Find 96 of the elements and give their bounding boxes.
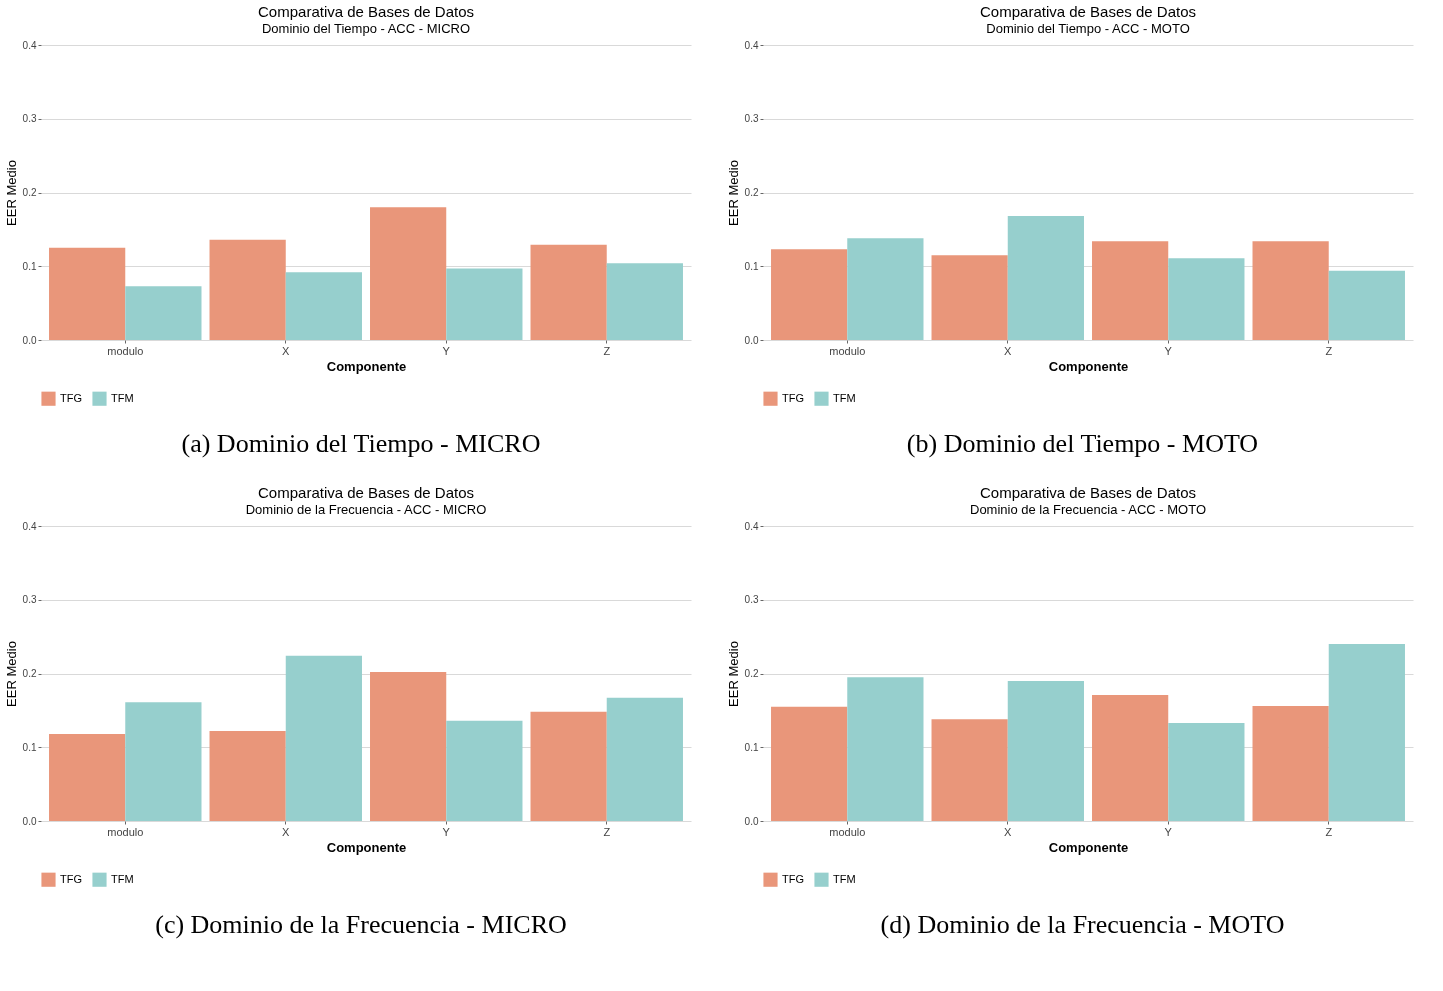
bar — [125, 702, 202, 821]
chart-title: Comparativa de Bases de Datos — [980, 484, 1196, 501]
bar — [1328, 644, 1405, 821]
bar — [446, 720, 523, 821]
x-tick-label: Y — [1164, 825, 1173, 838]
bar — [209, 239, 286, 340]
bar — [370, 672, 447, 821]
y-tick-label: 0.1 — [22, 260, 37, 272]
text: (b) Dominio del Tiempo - MOTO — [905, 429, 1260, 459]
bar — [1168, 722, 1245, 821]
x-tick-label: Z — [1325, 344, 1333, 357]
x-tick-label: X — [1004, 344, 1013, 357]
legend-label: TFM — [111, 872, 134, 885]
y-tick-label: 0.1 — [744, 260, 759, 272]
y-tick-label: 0.4 — [22, 39, 37, 51]
bar — [49, 247, 126, 340]
y-tick-label: 0.3 — [744, 594, 759, 606]
y-tick-label: 0.0 — [22, 334, 37, 346]
text: (c) Dominio de la Frecuencia - MICRO — [154, 910, 568, 940]
x-tick-label: X — [1004, 825, 1013, 838]
y-tick-label: 0.3 — [744, 113, 759, 125]
y-tick-label: 0.1 — [22, 741, 37, 753]
x-axis-title: Componente — [326, 358, 407, 374]
x-tick-label: Y — [442, 344, 451, 357]
bar — [285, 272, 362, 340]
x-axis-title: Componente — [1048, 839, 1129, 855]
y-tick-label: 0.4 — [744, 39, 759, 51]
y-tick-label: 0.4 — [22, 520, 37, 532]
legend-label: TFG — [782, 872, 804, 885]
y-tick-label: 0.2 — [744, 668, 759, 679]
bar — [771, 706, 848, 821]
bar — [1092, 694, 1169, 821]
x-tick-label: Y — [442, 825, 451, 838]
bar — [1168, 258, 1245, 340]
y-axis-title: EER Medio — [3, 160, 19, 226]
bar — [606, 263, 683, 340]
y-tick-label: 0.0 — [22, 815, 37, 827]
y-tick-label: 0.0 — [744, 815, 759, 827]
bar — [847, 238, 924, 340]
x-tick-label: modulo — [829, 344, 866, 357]
y-tick-label: 0.3 — [22, 113, 37, 125]
bar — [1007, 216, 1084, 340]
legend-label: TFM — [111, 391, 134, 404]
chart-subtitle: Dominio del Tiempo - ACC - MICRO — [261, 21, 471, 36]
bar — [1252, 241, 1329, 340]
legend-label: TFG — [782, 391, 804, 404]
bar — [606, 697, 683, 821]
x-tick-label: X — [282, 825, 291, 838]
chart-subtitle: Dominio del Tiempo - ACC - MOTO — [986, 21, 1190, 36]
legend-label: TFG — [60, 872, 82, 885]
y-tick-label: 0.2 — [744, 187, 759, 198]
chart-title: Comparativa de Bases de Datos — [258, 3, 474, 20]
y-axis-title: EER Medio — [725, 641, 741, 707]
legend-label: TFM — [833, 872, 856, 885]
y-tick-label: 0.2 — [22, 668, 37, 679]
x-axis-title: Componente — [1048, 358, 1129, 374]
bar — [1252, 705, 1329, 821]
y-tick-label: 0.4 — [744, 520, 759, 532]
bar — [125, 286, 202, 340]
bar — [931, 719, 1008, 821]
legend-label: TFM — [833, 391, 856, 404]
x-tick-label: modulo — [107, 344, 144, 357]
x-tick-label: Z — [603, 344, 611, 357]
bar — [931, 255, 1008, 340]
y-tick-label: 0.0 — [744, 334, 759, 346]
y-tick-label: 0.1 — [744, 741, 759, 753]
x-tick-label: modulo — [107, 825, 144, 838]
legend-label: TFG — [60, 391, 82, 404]
bar — [209, 731, 286, 821]
bar — [49, 733, 126, 821]
x-tick-label: Z — [1325, 825, 1333, 838]
chart-title: Comparativa de Bases de Datos — [258, 484, 474, 501]
bar — [530, 711, 607, 821]
text: (d) Dominio de la Frecuencia - MOTO — [879, 910, 1286, 940]
x-tick-label: Y — [1164, 344, 1173, 357]
bar — [1007, 680, 1084, 821]
x-tick-label: X — [282, 344, 291, 357]
text: (a) Dominio del Tiempo - MICRO — [180, 429, 542, 459]
y-axis-title: EER Medio — [3, 641, 19, 707]
y-axis-title: EER Medio — [725, 160, 741, 226]
x-tick-label: modulo — [829, 825, 866, 838]
bar — [847, 677, 924, 821]
chart-title: Comparativa de Bases de Datos — [980, 3, 1196, 20]
bar — [370, 207, 447, 340]
x-tick-label: Z — [603, 825, 611, 838]
chart-subtitle: Dominio de la Frecuencia - ACC - MOTO — [970, 502, 1206, 517]
x-axis-title: Componente — [326, 839, 407, 855]
chart-subtitle: Dominio de la Frecuencia - ACC - MICRO — [245, 502, 487, 517]
y-tick-label: 0.2 — [22, 187, 37, 198]
bar — [1328, 270, 1405, 340]
bar — [285, 655, 362, 821]
bar — [446, 268, 523, 340]
bar — [771, 249, 848, 340]
bar — [530, 244, 607, 340]
bar — [1092, 241, 1169, 340]
y-tick-label: 0.3 — [22, 594, 37, 606]
